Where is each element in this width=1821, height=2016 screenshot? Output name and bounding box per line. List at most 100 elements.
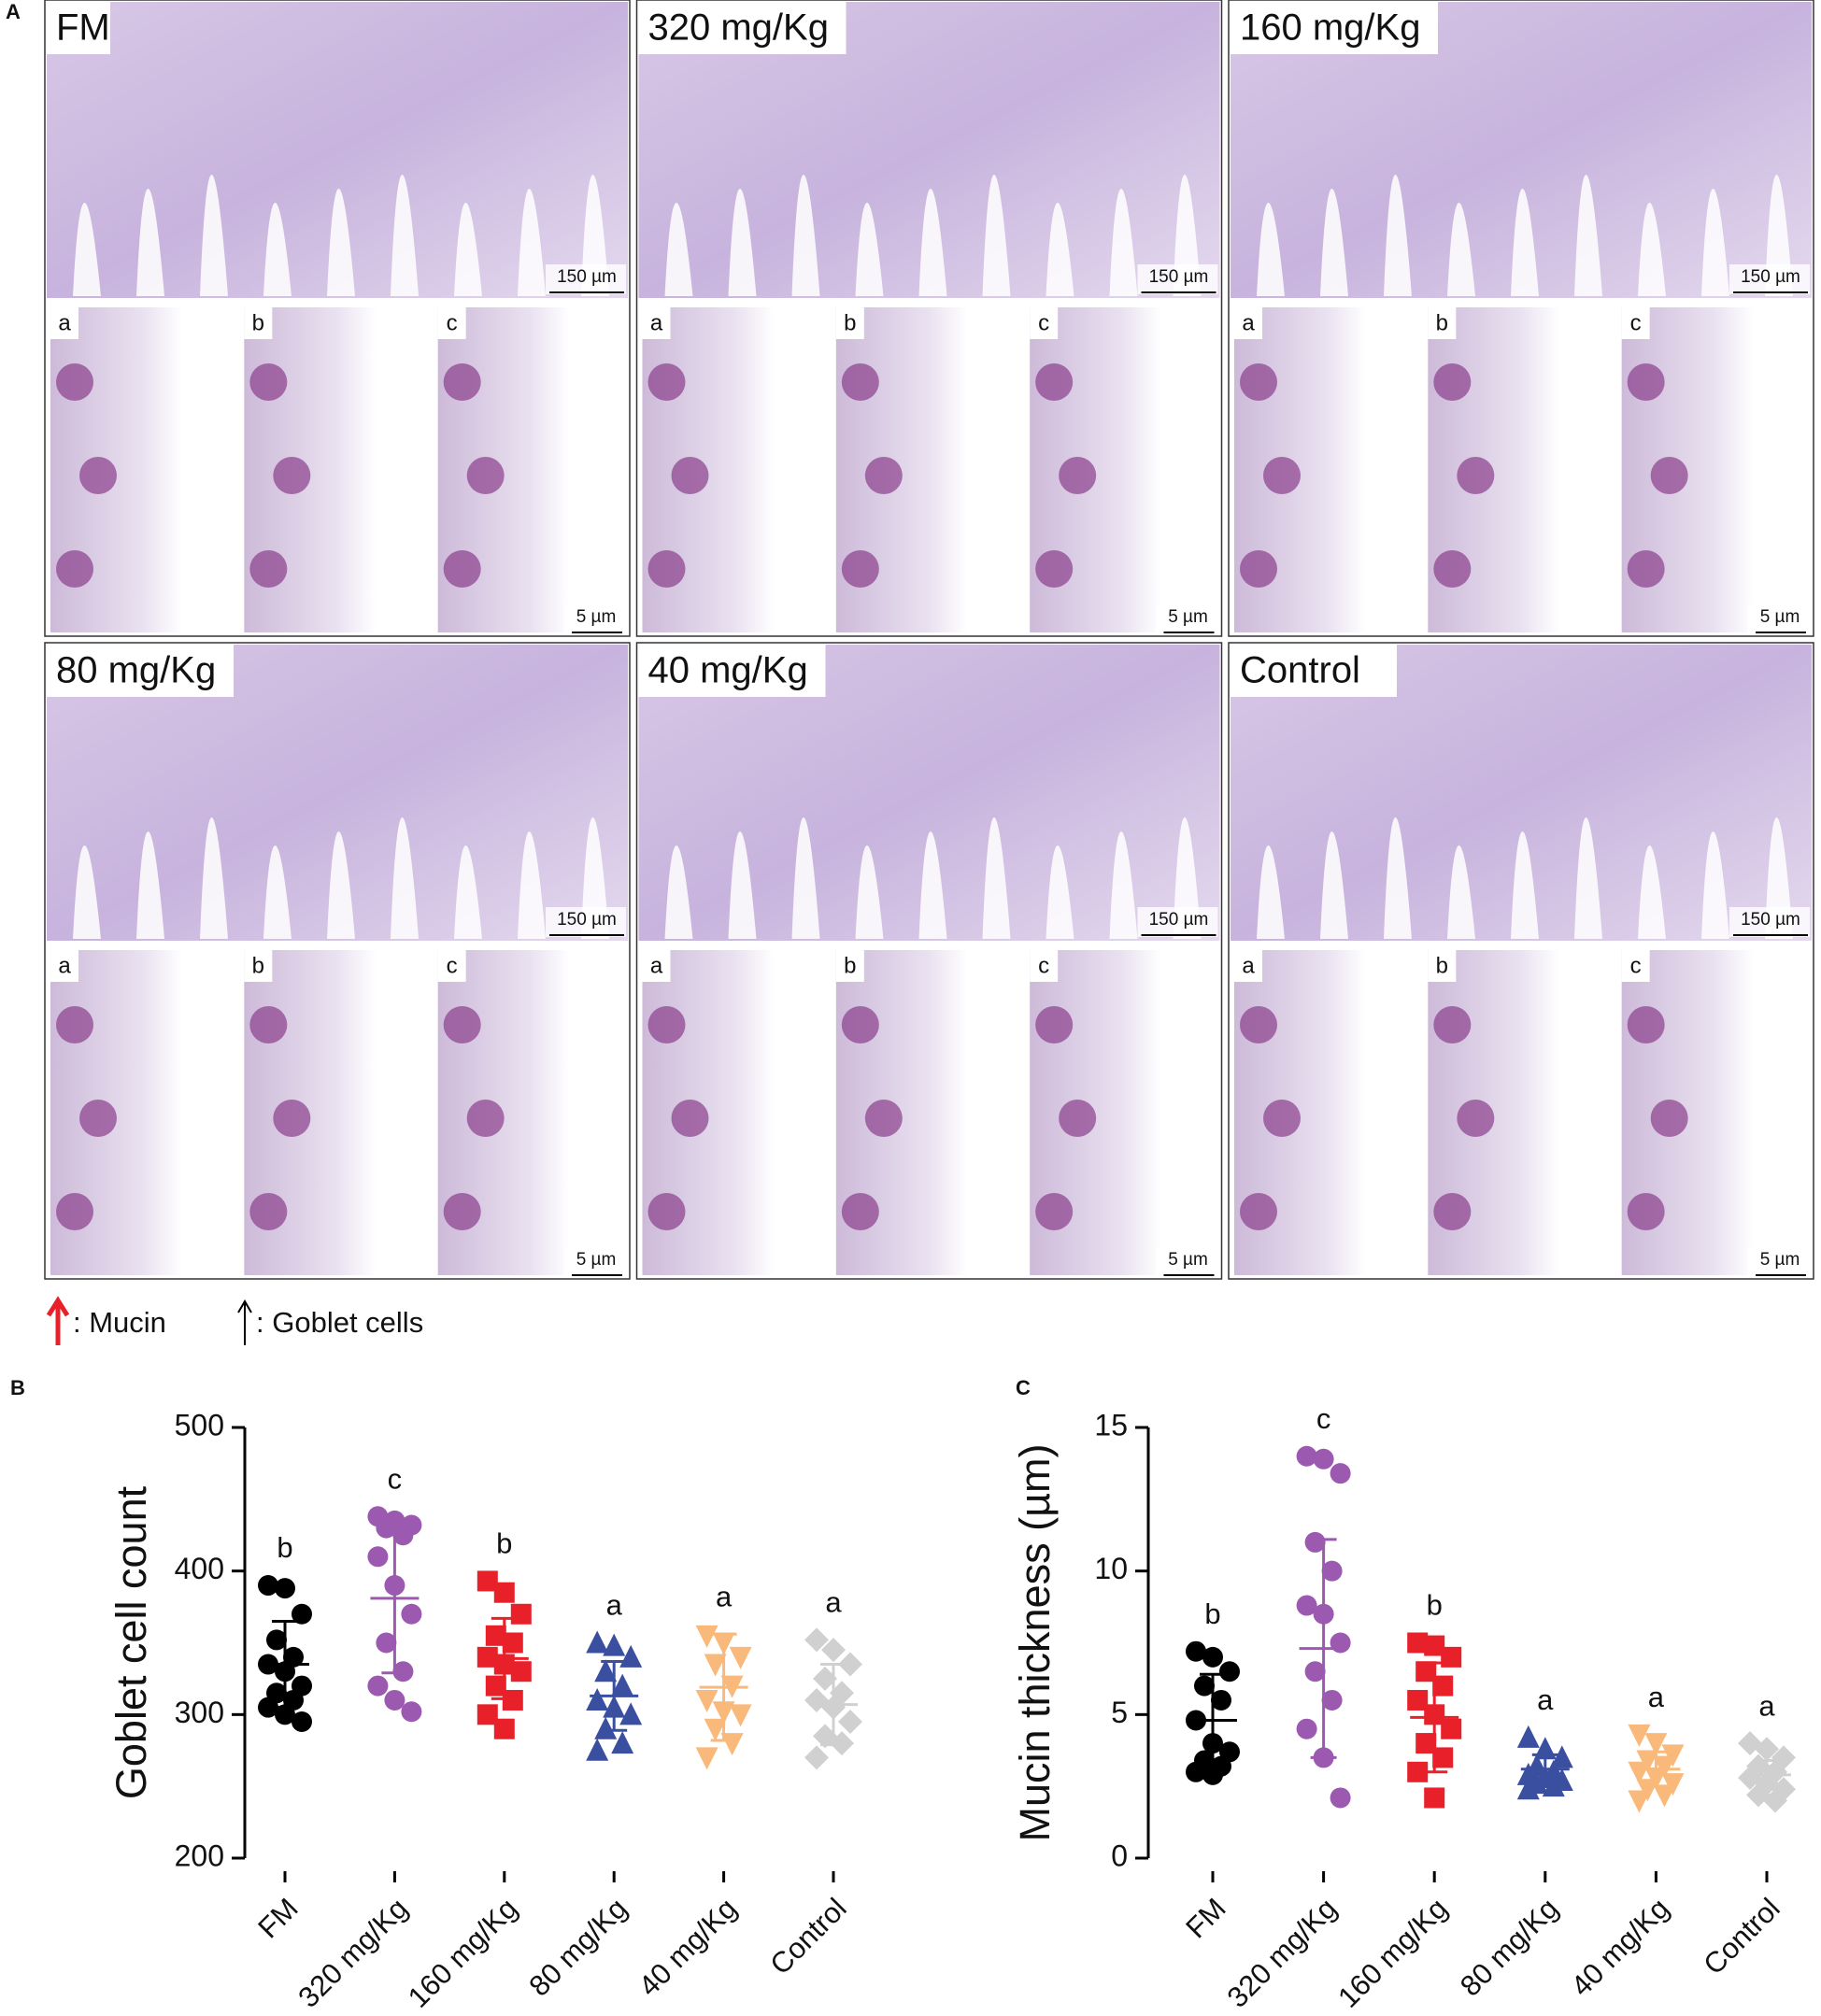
data-point xyxy=(384,1689,405,1711)
villus xyxy=(1320,831,1348,939)
x-tick-label: FM xyxy=(251,1892,304,1944)
nucleus xyxy=(273,1100,311,1137)
scale-label: 5 µm xyxy=(1168,607,1208,627)
x-tick-label: 80 mg/Kg xyxy=(1454,1892,1565,2003)
nucleus xyxy=(841,1006,879,1043)
nucleus xyxy=(56,363,93,401)
sublabel-bg xyxy=(1234,307,1262,339)
data-point xyxy=(1516,1777,1540,1800)
data-point xyxy=(1628,1790,1651,1813)
sublabel: a xyxy=(650,310,663,335)
nucleus xyxy=(671,1100,709,1137)
data-point xyxy=(594,1659,618,1682)
mucin-arrow xyxy=(46,1296,70,1345)
sublabel: c xyxy=(447,310,458,335)
nucleus xyxy=(1263,1100,1301,1137)
nucleus xyxy=(1035,363,1074,401)
x-tick-label: 40 mg/Kg xyxy=(1565,1892,1676,2003)
nucleus xyxy=(1240,1193,1277,1230)
label-bg xyxy=(638,645,826,697)
data-point xyxy=(619,1644,643,1668)
data-point xyxy=(695,1689,718,1712)
sublabel-bg xyxy=(642,307,671,339)
villus xyxy=(518,189,546,296)
significance-letter: a xyxy=(1537,1683,1554,1716)
data-point xyxy=(695,1747,718,1770)
sublabel-bg xyxy=(1030,307,1059,339)
y-tick-label: 15 xyxy=(1094,1408,1128,1441)
data-point xyxy=(510,1603,532,1625)
villus xyxy=(327,831,355,939)
label-bg xyxy=(1231,2,1438,54)
villus xyxy=(136,831,164,939)
nucleus xyxy=(249,1006,288,1043)
nucleus xyxy=(647,1006,686,1043)
sublabel: c xyxy=(1038,953,1049,978)
villus xyxy=(1109,831,1138,939)
data-point xyxy=(838,1710,862,1735)
sublabel: b xyxy=(1436,310,1448,335)
nucleus xyxy=(273,457,311,494)
x-tick-label: 320 mg/Kg xyxy=(292,1892,414,2014)
data-point xyxy=(1653,1784,1676,1808)
significance-letter: a xyxy=(1648,1681,1665,1713)
data-point xyxy=(1194,1675,1215,1697)
villus xyxy=(1638,845,1666,939)
villus xyxy=(73,845,101,939)
sublabel: b xyxy=(1436,953,1448,978)
villus xyxy=(664,845,693,939)
villus xyxy=(263,845,292,939)
significance-letter: a xyxy=(716,1580,733,1612)
scale-bg xyxy=(1156,604,1218,634)
data-point xyxy=(367,1546,389,1568)
villus xyxy=(454,203,482,296)
data-point xyxy=(477,1646,498,1668)
significance-letter: b xyxy=(277,1531,292,1564)
x-tick-label: Control xyxy=(763,1892,852,1981)
data-point xyxy=(1296,1718,1317,1739)
data-point xyxy=(729,1646,752,1669)
villus xyxy=(918,189,947,296)
scale-bg xyxy=(1729,907,1810,937)
data-point xyxy=(1636,1750,1659,1773)
nucleus xyxy=(1627,363,1665,401)
scale-label: 5 µm xyxy=(1168,1250,1208,1270)
significance-letter: b xyxy=(1204,1597,1220,1630)
nucleus xyxy=(443,1193,481,1230)
data-point xyxy=(594,1716,618,1739)
data-point xyxy=(376,1632,397,1654)
panel-letter: C xyxy=(1016,1376,1031,1399)
data-point xyxy=(1219,1661,1240,1682)
villus xyxy=(1447,845,1475,939)
label-bg xyxy=(638,2,846,54)
data-point xyxy=(1202,1764,1223,1785)
x-tick-label: Control xyxy=(1697,1892,1785,1981)
scale-bg xyxy=(1156,1247,1218,1277)
villus xyxy=(1574,817,1602,939)
sublabel: c xyxy=(447,953,458,978)
data-point xyxy=(821,1638,846,1663)
nucleus xyxy=(249,363,288,401)
data-point xyxy=(1542,1774,1565,1797)
villus xyxy=(391,817,419,939)
data-point xyxy=(720,1733,744,1756)
villus xyxy=(454,845,482,939)
sublabel-bg xyxy=(1428,307,1457,339)
sublabel-bg xyxy=(1234,950,1262,982)
data-point xyxy=(1441,1718,1462,1739)
sublabel-bg xyxy=(1428,950,1457,982)
scale-label: 5 µm xyxy=(1760,607,1800,627)
data-point xyxy=(1644,1733,1668,1756)
data-point xyxy=(493,1718,515,1739)
data-point xyxy=(586,1630,609,1654)
nucleus xyxy=(1433,550,1472,588)
panel-label: 160 mg/Kg xyxy=(1240,7,1420,49)
sublabel-bg xyxy=(437,307,466,339)
panel-label: 320 mg/Kg xyxy=(648,7,829,49)
scale-bg xyxy=(546,264,626,294)
nucleus xyxy=(1035,1006,1074,1043)
sublabel-bg xyxy=(1621,950,1650,982)
data-point xyxy=(1636,1779,1659,1802)
data-point xyxy=(1202,1646,1223,1668)
villus xyxy=(1574,175,1602,296)
